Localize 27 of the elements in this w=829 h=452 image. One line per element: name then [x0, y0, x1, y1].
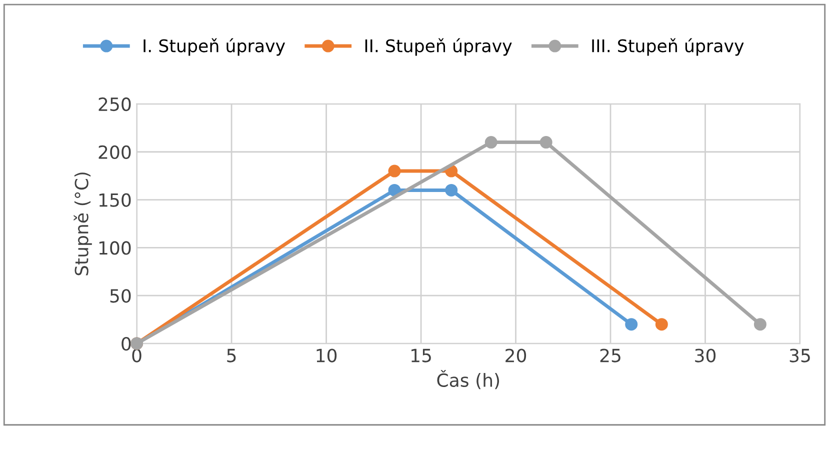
y-tick-label: 250 [98, 97, 131, 112]
x-tick-label: 15 [412, 348, 431, 362]
point [754, 318, 766, 331]
point [484, 136, 498, 149]
x-tick-label: 5 [227, 348, 236, 362]
point [625, 318, 638, 331]
x-tick-label: 35 [790, 348, 810, 362]
x-tick-label: 25 [600, 348, 620, 362]
y-tick-label: 100 [99, 241, 131, 255]
point [445, 184, 458, 196]
legend-label: II. Stupeň úpravy [365, 38, 512, 56]
legend-label: III. Stupeň úpravy [592, 38, 744, 56]
y-tick-label: 0 [122, 336, 131, 351]
point [540, 136, 552, 149]
x-tick-label: 10 [316, 348, 337, 362]
y-tick-label: 50 [110, 289, 131, 303]
x-axis-title: Čas (h) [437, 370, 500, 390]
x-tick-label: 20 [506, 348, 526, 362]
legend-label: I. Stupeň úpravy [144, 38, 286, 56]
point [388, 184, 401, 196]
y-tick-label: 150 [99, 193, 131, 207]
x-tick-label: 0 [132, 348, 142, 362]
x-tick-label: 30 [695, 348, 716, 362]
y-tick-label: 200 [98, 145, 131, 159]
y-axis-title: Stupně (°C) [74, 172, 92, 276]
point [388, 164, 401, 178]
point [655, 318, 668, 331]
